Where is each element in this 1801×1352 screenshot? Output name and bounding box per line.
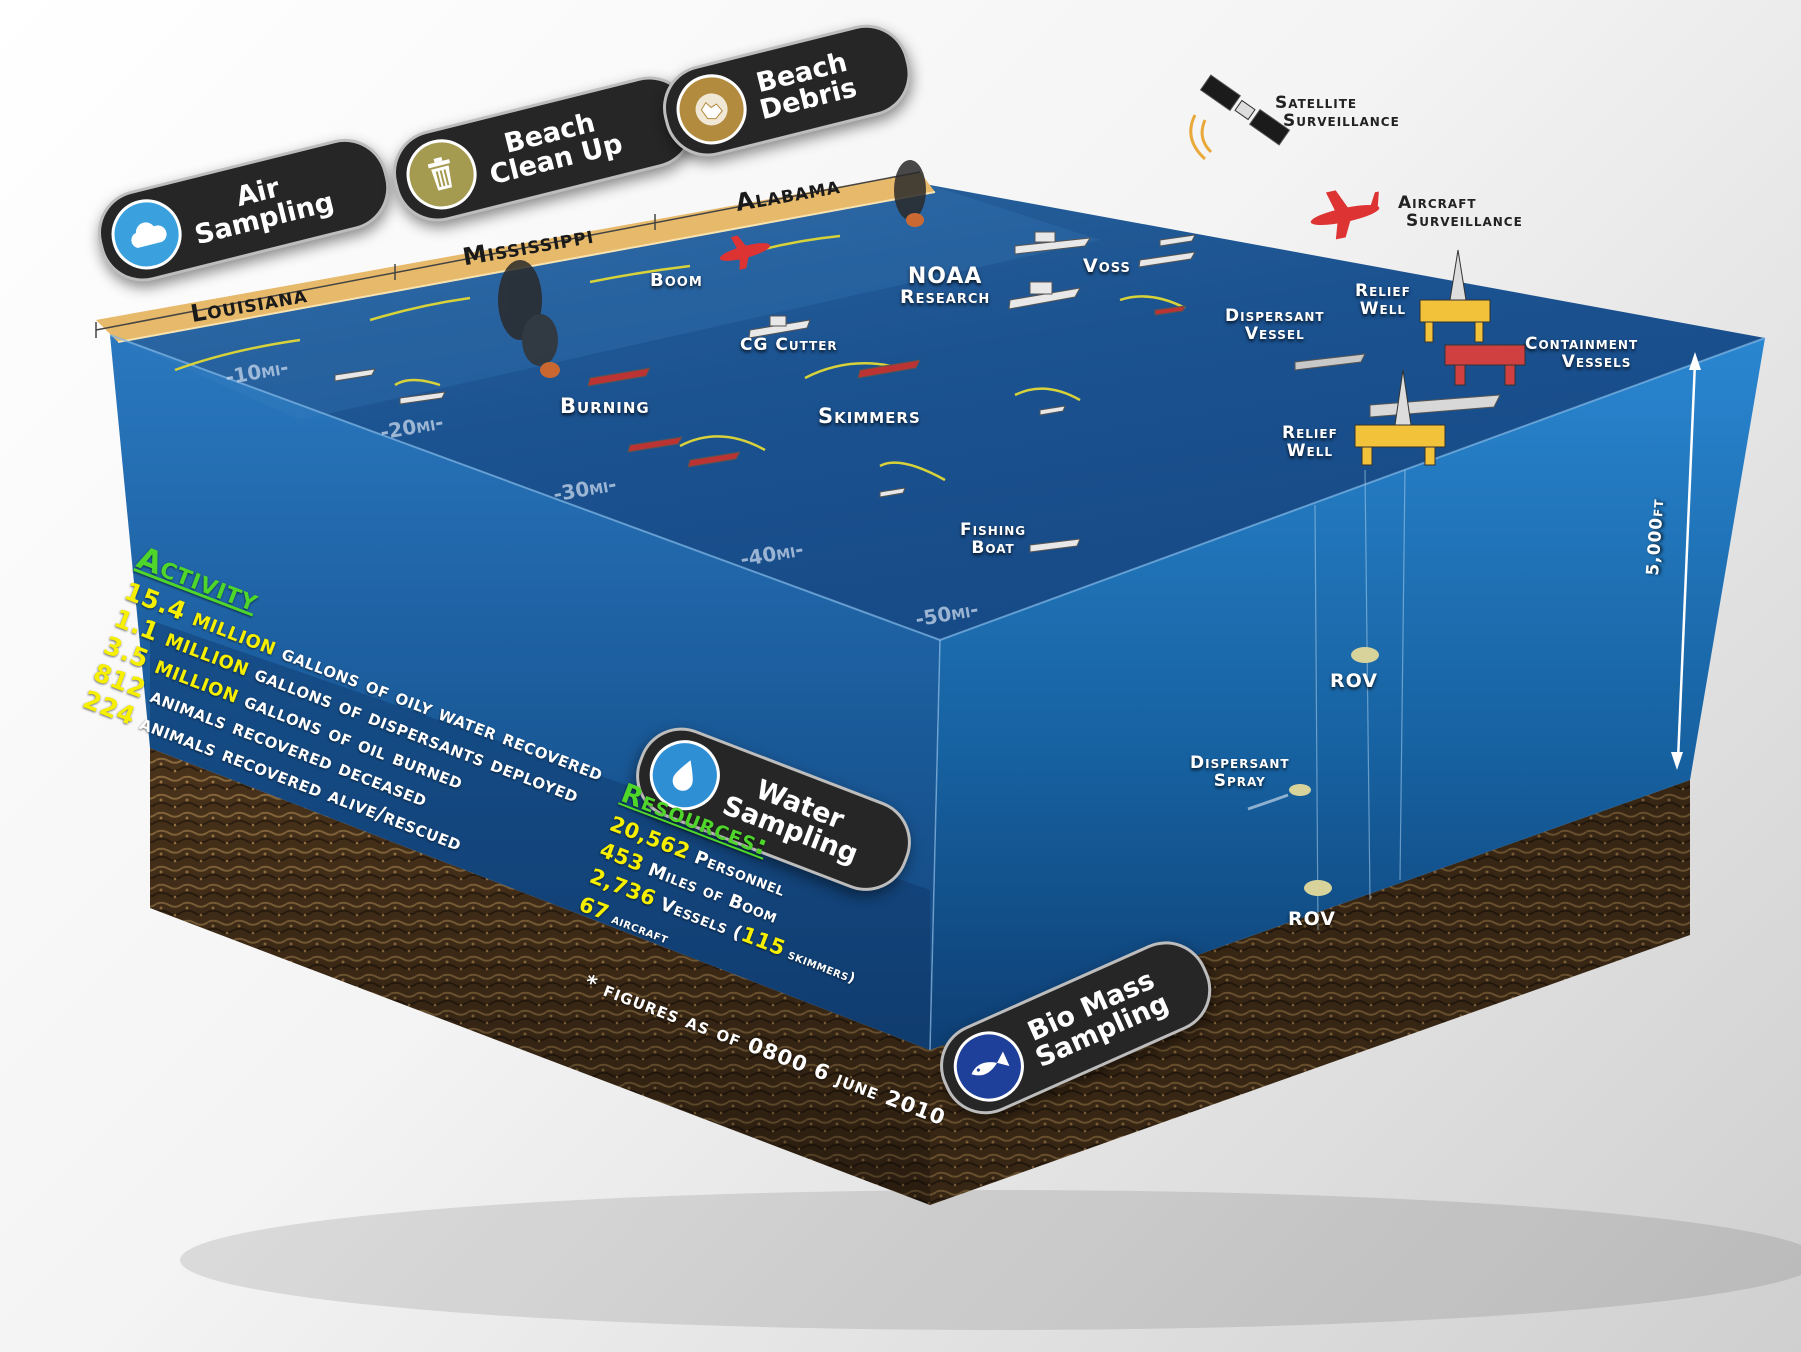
water-front-face <box>110 335 940 1050</box>
beach-strip <box>96 172 935 342</box>
block-shadow <box>180 1190 1801 1330</box>
noaa-research-label: NOAA Research <box>900 265 990 308</box>
aircraft-icon <box>1310 190 1380 240</box>
depth-arrow <box>1671 352 1701 770</box>
label-line-2: Surveillance <box>1283 110 1400 131</box>
water-front-depth-haze <box>150 620 930 1050</box>
voss-label: Voss <box>1083 255 1131 277</box>
skimmers-label: Skimmers <box>818 404 921 428</box>
relief-well-top-label: Relief Well <box>1355 281 1411 319</box>
cloud-icon <box>104 191 190 277</box>
label-line-1: Dispersant <box>1190 753 1290 773</box>
label-line-2: Vessel <box>1244 323 1305 344</box>
trash-can-icon <box>399 131 485 217</box>
boom-label: Boom <box>650 270 703 291</box>
label-line-2: Spray <box>1213 770 1266 791</box>
air-sampling-pill: Air Sampling <box>88 129 399 291</box>
relief-well-bottom-label: Relief Well <box>1282 423 1338 461</box>
rov-vehicle-bottom <box>1304 880 1332 896</box>
seabed-front-shade <box>150 748 930 1205</box>
label-line-1: NOAA <box>907 264 983 289</box>
fish-icon <box>942 1020 1036 1113</box>
label-line-1: Aircraft <box>1398 193 1477 213</box>
label-line-2: Well <box>1359 298 1407 319</box>
containment-vessel-rigs <box>1444 344 1526 386</box>
label-line-2: Surveillance <box>1406 210 1523 231</box>
smoke-plume-2 <box>894 160 926 227</box>
rov-bottom-label: ROV <box>1288 908 1336 930</box>
aircraft-surveillance-label: Aircraft Surveillance <box>1398 193 1523 231</box>
water-drop-icon <box>639 729 731 821</box>
dispersant-vessel-label: Dispersant Vessel <box>1225 306 1325 344</box>
bio-mass-sampling-pill: Bio Mass Sampling <box>926 927 1225 1129</box>
water-side-face <box>930 338 1765 1050</box>
fishing-boat-label: Fishing Boat <box>960 520 1027 558</box>
burning-label: Burning <box>560 394 650 418</box>
satellite-surveillance-label: Satellite Surveillance <box>1275 93 1400 131</box>
riser-pipes <box>1314 469 1406 931</box>
dispersant-spray-vehicle <box>1289 784 1311 796</box>
label-line-1: Dispersant <box>1225 306 1325 326</box>
seabed-side <box>930 780 1690 1205</box>
label-line-1: Containment <box>1525 334 1639 354</box>
state-boundary-line <box>95 171 921 331</box>
containment-vessels-label: Containment Vessels <box>1525 334 1639 372</box>
beach-cleanup-pill: Beach Clean Up <box>383 67 704 231</box>
aircraft-over-gulf-icon <box>719 235 771 271</box>
relief-well-rig-top <box>1419 249 1491 343</box>
vessels <box>334 231 1501 553</box>
label-line-1: Relief <box>1282 423 1338 443</box>
satellite-signal-icon <box>1189 114 1213 161</box>
label-line-1: Relief <box>1355 281 1411 301</box>
debris-icon <box>669 66 755 152</box>
label-line-2: Vessels <box>1561 351 1632 372</box>
smoke-plume-1 <box>498 260 560 378</box>
satellite-icon <box>1199 74 1291 146</box>
rov-top-label: ROV <box>1330 670 1378 692</box>
label-line-2: Boat <box>971 537 1015 558</box>
label-line-1: Fishing <box>960 520 1027 540</box>
surface-near-shore-sheen <box>110 185 1100 420</box>
relief-well-rig-bottom <box>1354 369 1446 466</box>
dispersant-spray-label: Dispersant Spray <box>1190 753 1290 791</box>
label-line-1: Satellite <box>1275 93 1358 113</box>
label-line-2: Well <box>1286 440 1334 461</box>
seabed-side-shade <box>930 780 1690 1205</box>
beach-debris-pill: Beach Debris <box>653 15 920 166</box>
cg-cutter-label: CG Cutter <box>740 335 838 355</box>
label-line-2: Research <box>900 286 991 309</box>
water-sampling-pill: Water Sampling <box>623 715 924 904</box>
rov-vehicle-top <box>1351 647 1379 663</box>
